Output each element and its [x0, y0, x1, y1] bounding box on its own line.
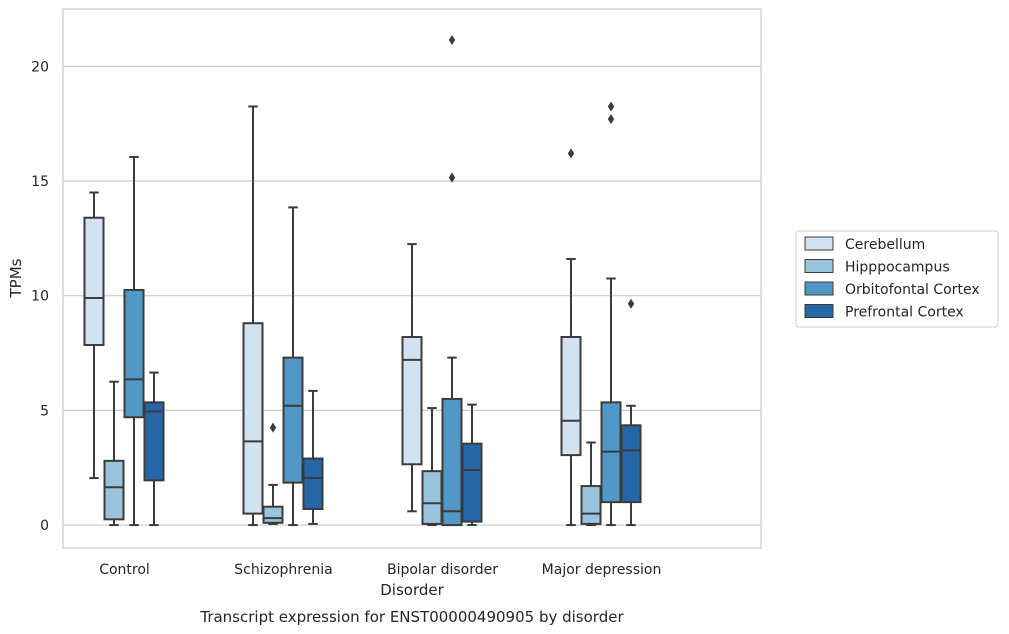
- box-3-2: [461, 403, 483, 527]
- plot-area-frame: [62, 8, 762, 549]
- box-1-3: [580, 441, 602, 527]
- legend-item-1: Hipppocampus: [804, 259, 950, 276]
- y-tick-label-0: 0: [40, 518, 49, 534]
- y-tick-labels: 0 5 10 15 20: [31, 59, 49, 534]
- legend-swatch: [804, 236, 834, 251]
- box-body: [103, 459, 125, 521]
- x-axis-title: Disorder: [380, 581, 444, 599]
- box-body: [441, 397, 463, 527]
- outlier-2-2-1: [448, 34, 456, 45]
- box-body: [242, 322, 264, 515]
- x-tick-label-2: Bipolar disorder: [387, 562, 498, 578]
- outlier-3-3-0: [627, 298, 635, 309]
- box-0-0: [83, 191, 105, 480]
- y-tick-label-10: 10: [31, 289, 49, 305]
- y-tick-label-20: 20: [31, 59, 49, 75]
- outlier-0-3-0: [567, 148, 575, 159]
- box-body: [123, 288, 145, 419]
- legend-label: Hipppocampus: [845, 260, 950, 276]
- y-axis-title: TPMs: [7, 258, 25, 298]
- legend-swatch: [804, 281, 834, 296]
- box-2-0: [123, 155, 145, 527]
- outlier-2-3-0: [607, 114, 615, 125]
- x-tick-label-1: Schizophrenia: [234, 562, 332, 578]
- legend-label: Prefrontal Cortex: [845, 305, 964, 321]
- legend: Cerebellum Hipppocampus Orbitofontal Corte…: [795, 230, 999, 328]
- box-body: [461, 442, 483, 523]
- box-0-2: [401, 243, 423, 513]
- outlier-1-1-0: [269, 422, 277, 433]
- chart-caption: Transcript expression for ENST0000049090…: [199, 608, 624, 626]
- box-2-1: [282, 206, 304, 527]
- box-0-1: [242, 105, 264, 527]
- x-tick-labels: Control Schizophrenia Bipolar disorder Majo…: [99, 562, 661, 578]
- outlier-2-3-1: [607, 101, 615, 112]
- y-tick-label-15: 15: [31, 174, 49, 190]
- legend-frame: [795, 230, 999, 328]
- box-body: [262, 505, 284, 524]
- box-body: [83, 216, 105, 347]
- box-1-1: [262, 483, 284, 525]
- legend-item-2: Orbitofontal Cortex: [804, 281, 980, 298]
- box-body: [560, 335, 582, 457]
- box-body: [401, 335, 423, 466]
- box-3-0: [143, 371, 165, 527]
- box-body: [282, 356, 304, 484]
- box-body: [302, 457, 324, 511]
- box-3-1: [302, 389, 324, 525]
- outliers: [269, 34, 635, 433]
- legend-item-3: Prefrontal Cortex: [804, 304, 964, 321]
- box-body: [620, 424, 642, 504]
- boxes: [83, 105, 642, 527]
- box-2-2: [441, 356, 463, 527]
- legend-label: Orbitofontal Cortex: [845, 282, 980, 298]
- x-tick-label-3: Major depression: [542, 562, 662, 578]
- y-tick-label-5: 5: [40, 403, 49, 419]
- box-body: [580, 485, 602, 525]
- outlier-2-2-0: [448, 172, 456, 183]
- box-body: [143, 401, 165, 482]
- box-body: [421, 470, 443, 525]
- legend-swatch: [804, 304, 834, 318]
- box-1-2: [421, 407, 443, 527]
- legend-label: Cerebellum: [845, 237, 925, 253]
- legend-swatch: [804, 259, 834, 273]
- x-tick-label-0: Control: [99, 562, 150, 578]
- legend-item-0: Cerebellum: [804, 236, 925, 253]
- box-3-3: [620, 404, 642, 527]
- box-1-0: [103, 380, 125, 527]
- box-0-3: [560, 258, 582, 527]
- box-2-3: [600, 277, 622, 527]
